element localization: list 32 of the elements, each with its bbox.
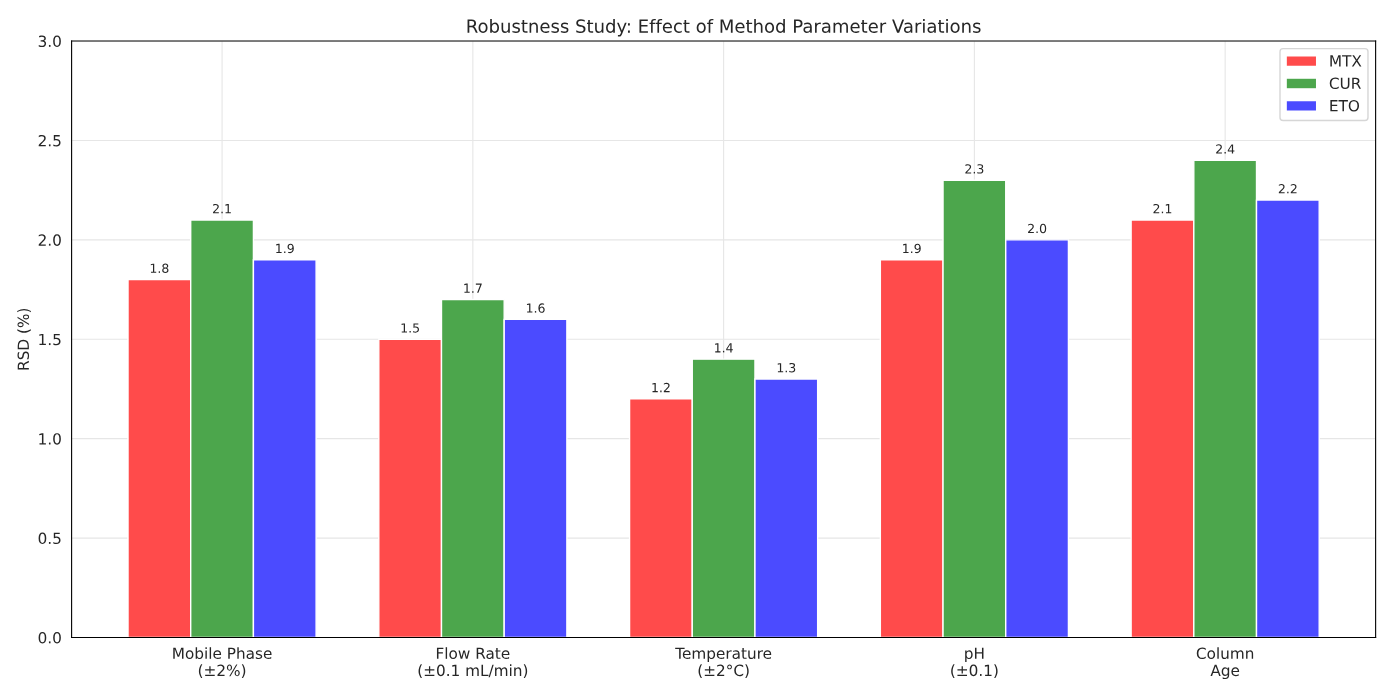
y-tick-label: 0.5 xyxy=(38,532,61,545)
data-label: 2.2 xyxy=(1278,184,1297,194)
legend-label: CUR xyxy=(1329,77,1361,90)
x-tick-label: Flow Rate (±0.1 mL/min) xyxy=(418,647,528,678)
x-tick-label: Mobile Phase (±2%) xyxy=(173,647,272,678)
data-label: 1.7 xyxy=(464,283,482,293)
data-label: 1.3 xyxy=(777,362,796,373)
legend-label: ETO xyxy=(1330,99,1360,112)
data-label: 2.4 xyxy=(1216,144,1235,154)
x-tick-label: Temperature (±2°C) xyxy=(675,647,772,678)
y-tick-label: 3.0 xyxy=(38,35,61,48)
data-label: 2.1 xyxy=(1153,203,1172,214)
data-label: 2.3 xyxy=(965,164,984,174)
x-tick-label: pH (±0.1) xyxy=(951,647,998,678)
y-tick-label: 2.5 xyxy=(38,134,61,147)
data-label: 1.9 xyxy=(903,243,921,254)
data-label: 1.6 xyxy=(526,303,545,313)
data-label: 2.1 xyxy=(213,203,231,214)
y-tick-label: 1.5 xyxy=(39,333,61,346)
data-label: 1.5 xyxy=(401,323,419,333)
y-tick-label: 0.0 xyxy=(38,631,61,644)
chart-title: Robustness Study: Effect of Method Parameter Variations xyxy=(467,18,981,37)
legend-label: MTX xyxy=(1330,55,1362,67)
y-tick-label: 2.0 xyxy=(38,234,61,246)
data-label: 1.9 xyxy=(276,243,294,254)
data-label: 1.8 xyxy=(150,263,169,274)
y-axis-title: RSD (%) xyxy=(17,308,31,370)
x-tick-label: Column Age xyxy=(1196,647,1254,680)
y-tick-label: 1.0 xyxy=(39,433,61,445)
data-label: 2.0 xyxy=(1028,223,1047,234)
data-label: 1.2 xyxy=(652,382,670,393)
data-label: 1.4 xyxy=(715,343,733,353)
